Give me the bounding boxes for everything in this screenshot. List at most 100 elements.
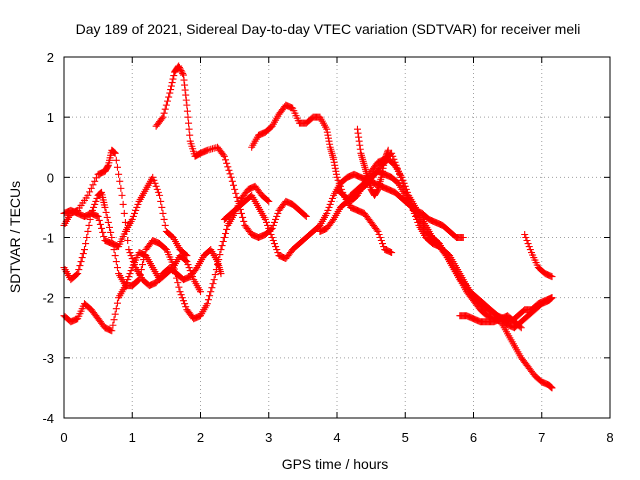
data-point [177, 291, 185, 299]
data-point [325, 203, 333, 211]
data-point [181, 86, 189, 94]
series-trace-5 [60, 249, 204, 335]
data-point [273, 246, 281, 254]
data-point [204, 296, 212, 304]
data-point [149, 173, 157, 181]
data-point [167, 86, 175, 94]
data-point [324, 131, 332, 139]
data-point [232, 189, 240, 197]
data-point [323, 128, 331, 136]
data-point [226, 170, 234, 178]
data-point [171, 270, 179, 278]
data-point [175, 62, 183, 70]
data-point [217, 270, 225, 278]
data-point [524, 240, 532, 248]
data-point [90, 203, 98, 211]
data-point [100, 232, 108, 240]
series-trace-6 [60, 173, 191, 260]
data-point [106, 223, 113, 231]
data-point [182, 257, 190, 265]
y-tick-label: -2 [42, 291, 54, 306]
data-point [548, 294, 556, 302]
series-trace-11 [353, 125, 392, 199]
data-point [273, 212, 281, 220]
data-point [173, 274, 181, 282]
data-point [96, 220, 104, 228]
data-point [326, 200, 334, 208]
data-point [102, 208, 110, 216]
data-point [175, 64, 183, 72]
data-point [209, 280, 217, 288]
data-point [391, 158, 399, 166]
chart-title: Day 189 of 2021, Sidereal Day-to-day VTE… [76, 21, 581, 37]
data-point [152, 182, 160, 190]
data-point [377, 173, 385, 181]
data-point [324, 206, 332, 214]
data-point [75, 266, 83, 274]
data-point [382, 152, 390, 160]
data-point [132, 206, 140, 214]
data-point [459, 234, 467, 241]
y-axis-label: SDTVAR / TECUs [7, 181, 23, 293]
data-point [109, 321, 117, 329]
grid-lines [63, 56, 611, 419]
data-point [104, 218, 112, 226]
data-point [222, 156, 230, 164]
data-point [167, 82, 175, 90]
series-trace-13 [521, 230, 556, 281]
data-point [206, 292, 214, 300]
series-trace-2 [248, 101, 396, 257]
data-point [154, 188, 162, 196]
data-point [159, 113, 167, 121]
data-point [89, 181, 97, 189]
data-point [267, 230, 275, 238]
data-point [326, 140, 334, 148]
x-tick-label: 0 [60, 430, 67, 445]
data-point [168, 79, 176, 87]
data-point [107, 228, 115, 236]
y-tick-label: -4 [42, 411, 54, 426]
data-point [85, 221, 93, 229]
data-point [394, 167, 402, 175]
data-point [179, 297, 187, 305]
data-point [91, 177, 99, 185]
data-point [381, 154, 389, 162]
data-point [186, 267, 194, 275]
data-point [123, 279, 131, 287]
data-point [197, 288, 204, 296]
data-point [210, 276, 218, 284]
data-point [117, 184, 125, 192]
data-point [274, 209, 282, 217]
data-point [178, 294, 186, 302]
data-point [266, 227, 274, 235]
data-point [80, 246, 88, 254]
data-point [262, 218, 270, 226]
data-point [164, 97, 172, 105]
data-point [269, 237, 277, 245]
data-point [220, 152, 228, 160]
data-point [373, 186, 381, 194]
data-point [179, 70, 187, 78]
data-point [265, 224, 273, 232]
data-point [301, 211, 309, 219]
data-point [158, 115, 166, 123]
data-point [355, 137, 363, 145]
data-point [331, 164, 339, 172]
data-point [380, 161, 388, 169]
data-point [182, 251, 190, 259]
series-trace-10 [347, 167, 556, 332]
data-point [128, 215, 136, 223]
data-point [76, 262, 84, 270]
data-point [231, 185, 239, 193]
data-point [170, 72, 178, 80]
data-point [215, 256, 223, 264]
x-tick-label: 1 [129, 430, 136, 445]
data-point [384, 146, 392, 154]
data-point [158, 203, 166, 211]
data-point [185, 119, 193, 127]
x-tick-label: 6 [470, 430, 477, 445]
data-point [182, 303, 190, 311]
data-point [98, 224, 106, 232]
x-tick-label: 7 [538, 430, 545, 445]
data-point [178, 68, 186, 76]
